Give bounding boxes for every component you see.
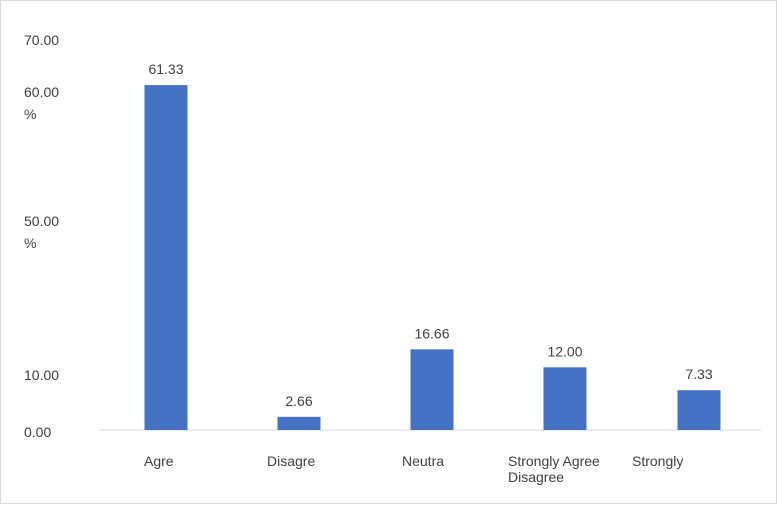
data-label: 7.33: [685, 366, 712, 382]
x-tick-label: Strongly Disagree: [508, 453, 683, 485]
bar: [410, 349, 454, 430]
x-tick-label: Neutra: [402, 453, 444, 469]
data-label: 2.66: [285, 393, 312, 409]
data-labels: 61.33 2.66 16.66 12.00 7.33: [148, 61, 712, 409]
bar: [144, 85, 188, 431]
x-tick-label: Strongly Agree: [508, 453, 600, 469]
bar: [677, 390, 721, 430]
x-tick-label: Disagre: [267, 453, 315, 469]
bar: [277, 416, 321, 430]
data-label: 12.00: [547, 343, 582, 359]
y-tick-label: 70.00: [24, 32, 59, 48]
y-tick-label: 10.00: [24, 367, 59, 383]
y-axis-tick-labels: 70.00 60.00 % 50.00 % 10.00 0.00: [24, 32, 59, 440]
bar: [543, 367, 587, 430]
y-tick-label: 0.00: [24, 424, 51, 440]
x-tick-label: Agre: [144, 453, 174, 469]
y-tick-label: 50.00%: [24, 213, 59, 251]
x-axis-category-labels: Agre Disagre Neutra Strongly Agree Strongly D…: [144, 453, 683, 485]
y-tick-label: 60.00%: [24, 84, 59, 122]
data-label: 16.66: [414, 325, 449, 341]
bars: [144, 85, 721, 431]
data-label: 61.33: [148, 61, 183, 77]
